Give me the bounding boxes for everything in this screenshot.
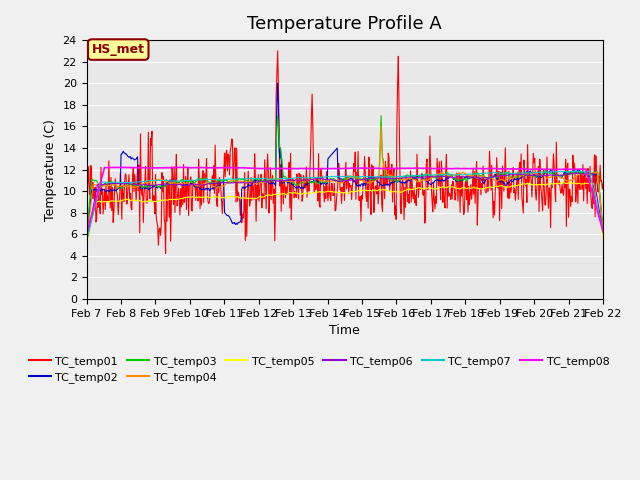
TC_temp06 [408,174,415,180]
TC_temp04 [83,240,90,246]
TC_temp01 [92,219,100,225]
Y-axis label: Temperature (C): Temperature (C) [44,119,57,220]
TC_temp05 [422,185,430,191]
TC_temp06 [92,190,100,195]
TC_temp05 [599,236,607,242]
TC_temp06 [225,180,233,186]
TC_temp07 [92,200,100,206]
TC_temp06 [145,183,153,189]
TC_temp04 [225,179,233,185]
TC_temp08 [408,165,416,171]
TC_temp03 [274,113,282,119]
Line: TC_temp05: TC_temp05 [86,182,603,248]
TC_temp05 [198,195,205,201]
Line: TC_temp08: TC_temp08 [86,167,603,233]
TC_temp04 [145,180,153,185]
TC_temp06 [574,170,582,176]
TC_temp03 [83,233,90,239]
TC_temp08 [145,165,153,171]
TC_temp03 [225,180,233,186]
TC_temp05 [559,180,567,185]
TC_temp01 [145,182,153,188]
TC_temp03 [92,178,100,183]
TC_temp01 [226,172,234,178]
TC_temp07 [586,168,593,174]
TC_temp03 [198,176,205,182]
TC_temp06 [198,182,205,188]
TC_temp02 [145,187,153,193]
TC_temp02 [423,179,431,184]
TC_temp05 [408,187,415,192]
TC_temp04 [423,178,431,183]
TC_temp04 [198,181,205,187]
Line: TC_temp01: TC_temp01 [86,51,603,253]
Line: TC_temp04: TC_temp04 [86,126,603,243]
TC_temp08 [92,196,100,202]
TC_temp02 [225,213,233,219]
TC_temp02 [83,237,90,243]
TC_temp03 [145,184,153,190]
TC_temp01 [409,192,417,197]
TC_temp04 [408,176,416,181]
TC_temp05 [92,199,100,204]
TC_temp08 [83,230,90,236]
TC_temp04 [92,182,100,188]
TC_temp03 [408,172,416,178]
TC_temp07 [145,178,153,183]
TC_temp06 [83,240,90,245]
Title: Temperature Profile A: Temperature Profile A [248,15,442,33]
TC_temp02 [198,187,205,192]
TC_temp07 [225,176,233,182]
Line: TC_temp07: TC_temp07 [86,171,603,241]
TC_temp02 [274,80,282,86]
TC_temp08 [179,164,186,170]
TC_temp02 [599,230,607,236]
TC_temp07 [599,229,607,235]
TC_temp01 [162,251,170,256]
TC_temp01 [424,187,431,193]
TC_temp08 [226,165,234,170]
Line: TC_temp03: TC_temp03 [86,116,603,236]
TC_temp07 [83,239,90,244]
TC_temp07 [422,172,430,178]
TC_temp08 [423,166,431,171]
TC_temp07 [408,173,415,179]
TC_temp06 [422,174,430,180]
Line: TC_temp06: TC_temp06 [86,173,603,242]
TC_temp02 [92,187,100,193]
TC_temp08 [599,228,607,234]
TC_temp03 [423,171,431,177]
TC_temp05 [145,198,153,204]
TC_temp01 [83,180,90,186]
TC_temp03 [599,228,607,233]
TC_temp01 [198,174,206,180]
TC_temp05 [83,245,90,251]
TC_temp02 [408,176,416,182]
TC_temp04 [377,123,385,129]
TC_temp04 [599,226,607,232]
TC_temp01 [274,48,282,54]
Line: TC_temp02: TC_temp02 [86,83,603,240]
Legend: TC_temp01, TC_temp02, TC_temp03, TC_temp04, TC_temp05, TC_temp06, TC_temp07, TC_: TC_temp01, TC_temp02, TC_temp03, TC_temp… [24,351,614,387]
TC_temp07 [198,177,205,183]
X-axis label: Time: Time [330,324,360,337]
TC_temp08 [198,165,206,170]
TC_temp06 [599,228,607,234]
TC_temp05 [225,193,233,199]
TC_temp01 [599,181,607,187]
Text: HS_met: HS_met [92,43,145,56]
